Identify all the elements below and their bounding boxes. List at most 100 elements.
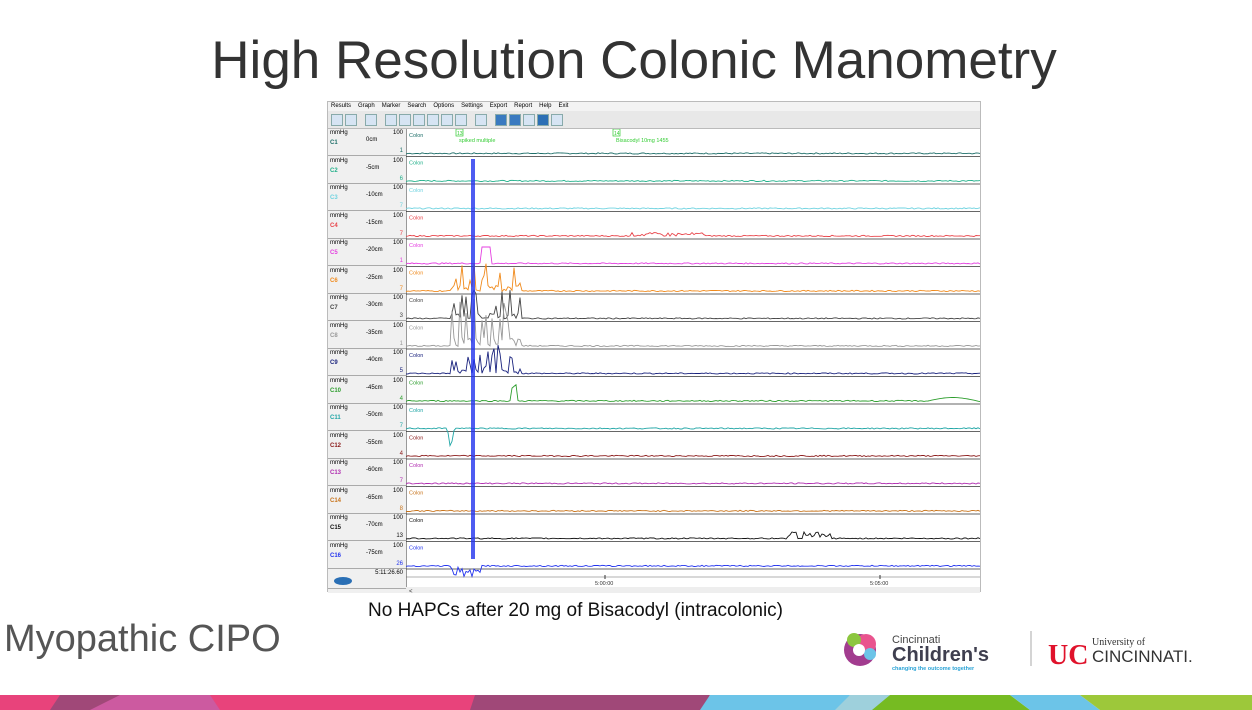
channel-name: C4 xyxy=(330,222,338,229)
scale-max: 100 xyxy=(392,487,403,494)
pressure-trace-c14 xyxy=(406,509,980,512)
channel-label-c3[interactable]: mmHg C3 -10cm 100 7 xyxy=(328,184,406,211)
time-tick-label: 5:00:00 xyxy=(595,581,613,587)
channel-label-c10[interactable]: mmHg C10 -45cm 100 4 xyxy=(328,377,406,404)
university-of-cincinnati-logo: UC University of CINCINNATI. xyxy=(1048,637,1193,671)
baseline-value: 6 xyxy=(399,175,403,182)
channel-depth: -10cm xyxy=(366,192,383,198)
baseline-value: 1 xyxy=(399,148,403,154)
uc-line1: University of xyxy=(1092,637,1146,648)
unit-label: mmHg xyxy=(330,432,348,439)
menu-help[interactable]: Help xyxy=(539,103,552,109)
channel-label-c11[interactable]: mmHg C11 -50cm 100 7 xyxy=(328,404,406,431)
channel-depth: -70cm xyxy=(366,522,383,528)
cursor-time: 5:11:26.60 xyxy=(375,570,403,576)
page-icon[interactable] xyxy=(475,113,487,126)
layout-icon[interactable] xyxy=(399,113,411,126)
channel-label-c13[interactable]: mmHg C13 -60cm 100 7 xyxy=(328,459,406,486)
region-label: Colon xyxy=(409,546,423,552)
unit-label: mmHg xyxy=(330,240,348,246)
menu-results[interactable]: Results xyxy=(331,103,352,109)
pressure-trace-c15 xyxy=(406,530,980,540)
marker-icon[interactable] xyxy=(441,113,453,126)
channel-label-c6[interactable]: mmHg C6 -25cm 100 7 xyxy=(328,267,406,294)
channel-label-c16[interactable]: mmHg C16 -75cm 100 26 xyxy=(328,542,406,569)
horizontal-scrollbar[interactable] xyxy=(406,587,980,593)
baseline-value: 7 xyxy=(399,285,403,292)
slide-subtitle: Myopathic CIPO xyxy=(4,618,281,660)
scale-max: 100 xyxy=(392,240,403,246)
app-logo-icon xyxy=(334,577,352,585)
report-icon[interactable] xyxy=(385,113,397,126)
zoom-in-icon[interactable] xyxy=(331,113,343,126)
scale-max: 100 xyxy=(392,295,403,301)
unit-label: mmHg xyxy=(330,157,348,164)
menu-exit[interactable]: Exit xyxy=(558,103,569,109)
grid-icon[interactable] xyxy=(455,113,467,126)
menu-report[interactable]: Report xyxy=(514,103,533,109)
cch-line1: Cincinnati xyxy=(892,634,940,646)
menu-options[interactable]: Options xyxy=(433,103,455,109)
channel-label-c7[interactable]: mmHg C7 -30cm 100 3 xyxy=(328,294,406,321)
channel-name: C16 xyxy=(330,552,342,559)
region-label: Colon xyxy=(409,436,423,442)
institution-logos: Cincinnati Children's changing the outco… xyxy=(844,631,1193,672)
pressure-trace-c2 xyxy=(406,179,980,182)
pressure-trace-c3 xyxy=(406,207,980,210)
scale-max: 100 xyxy=(392,542,403,549)
channel-label-c14[interactable]: mmHg C14 -65cm 100 8 xyxy=(328,487,406,514)
baseline-value: 26 xyxy=(396,560,403,567)
baseline-value: 4 xyxy=(399,395,403,402)
unit-label: mmHg xyxy=(330,267,348,274)
manometry-app-window: Results Graph Marker Search Options Settings E… xyxy=(327,101,981,593)
channel-label-c4[interactable]: mmHg C4 -15cm 100 7 xyxy=(328,212,406,239)
pressure-trace-c9 xyxy=(406,344,980,375)
unit-label: mmHg xyxy=(330,130,348,136)
channel-name: C2 xyxy=(330,167,338,174)
pressure-trace-c6 xyxy=(406,263,980,293)
edit-icon[interactable] xyxy=(365,113,377,126)
slide-title: High Resolution Colonic Manometry xyxy=(211,31,1057,90)
channel-label-c8[interactable]: mmHg C8 -35cm 100 1 xyxy=(328,322,406,349)
select-icon[interactable] xyxy=(413,113,425,126)
channel-depth: -35cm xyxy=(366,329,383,336)
menu-search[interactable]: Search xyxy=(407,103,427,109)
zoom-out-icon[interactable] xyxy=(345,113,357,126)
channel-label-c1[interactable]: mmHg C1 0cm 100 1 xyxy=(328,129,406,156)
baseline-value: 7 xyxy=(399,423,403,429)
baseline-value: 7 xyxy=(399,230,403,237)
scale-max: 100 xyxy=(392,432,403,439)
menu-settings[interactable]: Settings xyxy=(461,103,483,109)
menu-graph[interactable]: Graph xyxy=(358,103,375,109)
menu-marker[interactable]: Marker xyxy=(381,103,401,109)
pressure-trace-c12 xyxy=(406,454,980,458)
unit-label: mmHg xyxy=(330,405,348,411)
channel-name: C3 xyxy=(330,195,338,201)
pressure-trace-c7 xyxy=(406,289,980,320)
edit-comment-icon[interactable] xyxy=(509,113,521,126)
channel-label-c5[interactable]: mmHg C5 -20cm 100 1 xyxy=(328,239,406,266)
channel-label-c9[interactable]: mmHg C9 -40cm 100 5 xyxy=(328,349,406,376)
exit-icon[interactable] xyxy=(551,113,563,126)
pressure-trace-c16 xyxy=(406,564,980,579)
menu-export[interactable]: Export xyxy=(489,103,508,109)
marker-label: Bisacodyl 10mg 1455 xyxy=(616,138,669,144)
channel-label-c15[interactable]: mmHg C15 -70cm 100 13 xyxy=(328,514,406,541)
channel-label-c12[interactable]: mmHg C12 -55cm 100 4 xyxy=(328,432,406,459)
region-label: Colon xyxy=(409,133,423,139)
marker-id: 13 xyxy=(457,131,463,137)
channel-depth: -45cm xyxy=(366,384,383,391)
channel-depth: -30cm xyxy=(366,302,383,308)
pressure-traces-plot: Colon Colon Colon Colon Colon Colon Colon Colon… xyxy=(406,129,980,593)
scroll-left-arrow[interactable]: < xyxy=(409,589,413,593)
channel-depth: -25cm xyxy=(366,274,383,281)
column-icon[interactable] xyxy=(427,113,439,126)
channel-depth: -65cm xyxy=(366,494,383,501)
channel-label-c2[interactable]: mmHg C2 -5cm 100 6 xyxy=(328,157,406,184)
channel-depth: -60cm xyxy=(366,467,383,473)
comment-icon[interactable] xyxy=(495,113,507,126)
help-icon[interactable] xyxy=(537,113,549,126)
clipboard-icon[interactable] xyxy=(523,113,535,126)
